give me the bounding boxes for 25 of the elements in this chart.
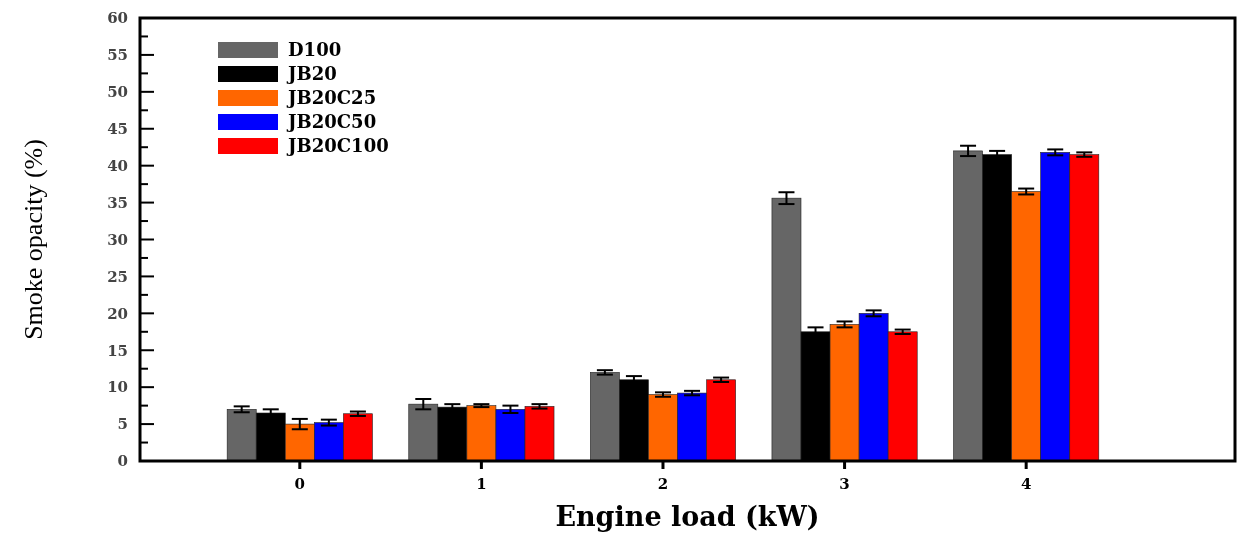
y-axis-title: Smoke opacity (%) (19, 139, 48, 340)
y-tick-label: 5 (117, 415, 128, 434)
x-axis-title: Engine load (kW) (555, 501, 820, 532)
x-tick-label: 0 (294, 475, 306, 493)
y-tick-label: 0 (117, 452, 128, 471)
y-tick-label: 20 (107, 304, 128, 323)
y-tick-label: 40 (107, 156, 128, 175)
y-tick-label: 25 (107, 267, 128, 286)
y-tick-label: 15 (107, 341, 128, 360)
x-tick-label: 1 (476, 475, 487, 493)
y-tick-label: 30 (107, 230, 128, 249)
legend-label: JB20 (286, 63, 337, 85)
legend-label: JB20C100 (286, 135, 389, 157)
legend-label: JB20C25 (286, 87, 377, 109)
y-tick-label: 35 (107, 193, 128, 212)
y-tick-label: 50 (107, 83, 128, 102)
x-tick-label: 2 (657, 475, 669, 493)
x-tick-label: 3 (839, 475, 850, 493)
y-tick-label: 45 (107, 120, 128, 138)
y-tick-label: 10 (107, 378, 128, 397)
legend-label: D100 (288, 39, 342, 61)
legend-label: JB20C50 (286, 111, 377, 133)
x-tick-label: 4 (1020, 475, 1032, 493)
y-tick-label: 60 (107, 9, 128, 28)
y-tick-label: 55 (107, 46, 128, 65)
